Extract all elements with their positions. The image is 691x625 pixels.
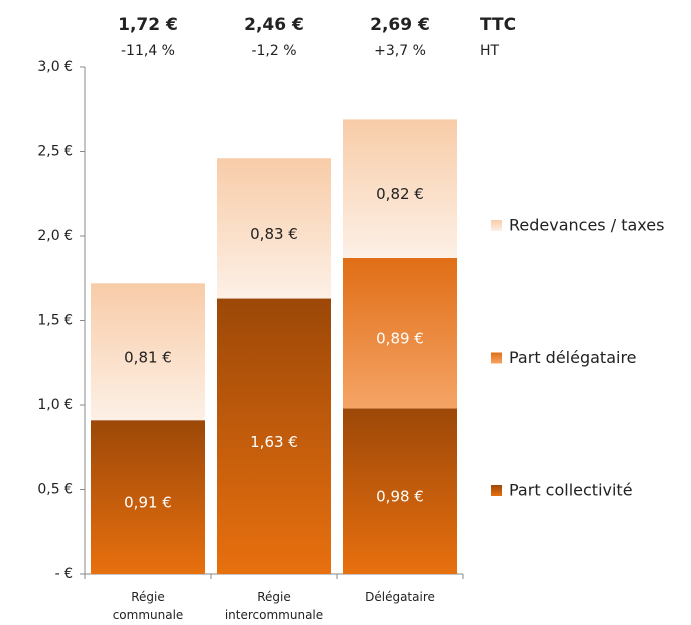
change-label: -11,4 % bbox=[121, 43, 175, 59]
bar-segment bbox=[343, 119, 457, 258]
y-tick-label: - € bbox=[55, 566, 73, 582]
total-label: 1,72 € bbox=[118, 15, 178, 35]
x-tick-label: Délégataire bbox=[365, 590, 435, 604]
bar-segment bbox=[91, 283, 205, 421]
y-tick-label: 2,0 € bbox=[37, 228, 73, 244]
data-label: 0,89 € bbox=[376, 330, 424, 348]
legend-swatch bbox=[491, 352, 502, 364]
data-label: 0,98 € bbox=[376, 488, 424, 506]
bar-segment bbox=[217, 158, 331, 299]
total-label: 2,46 € bbox=[244, 15, 304, 35]
y-tick-label: 1,5 € bbox=[37, 313, 73, 329]
change-label: +3,7 % bbox=[374, 43, 426, 59]
change-label: -1,2 % bbox=[251, 43, 296, 59]
data-label: 0,81 € bbox=[124, 348, 172, 366]
data-label: 0,91 € bbox=[124, 494, 172, 512]
changes-name: HT bbox=[480, 43, 500, 59]
legend-label: Part délégataire bbox=[509, 348, 637, 367]
y-tick-label: 1,0 € bbox=[37, 397, 73, 413]
y-tick-label: 3,0 € bbox=[37, 59, 73, 75]
y-tick-label: 2,5 € bbox=[37, 144, 73, 160]
bar-segment bbox=[343, 257, 457, 409]
legend-swatch bbox=[491, 485, 502, 496]
bar-segment bbox=[91, 420, 205, 574]
total-label: 2,69 € bbox=[370, 15, 430, 35]
x-tick-label: Régie communale bbox=[112, 590, 184, 622]
y-tick-label: 0,5 € bbox=[37, 482, 73, 498]
totals-name: TTC bbox=[480, 15, 516, 35]
x-tick-label: Régie intercommunale bbox=[224, 590, 324, 622]
legend-label: Redevances / taxes bbox=[509, 216, 664, 235]
data-label: 0,82 € bbox=[376, 185, 424, 203]
legend-label: Part collectivité bbox=[509, 481, 633, 500]
bar-segment bbox=[343, 408, 457, 574]
data-label: 1,63 € bbox=[250, 433, 298, 451]
data-label: 0,83 € bbox=[250, 225, 298, 243]
legend-swatch bbox=[491, 220, 502, 231]
bar-segment bbox=[217, 298, 331, 574]
